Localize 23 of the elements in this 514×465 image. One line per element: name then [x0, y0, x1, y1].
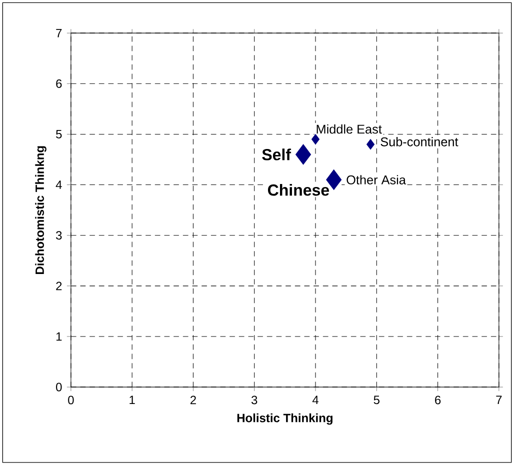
- annotation: Sub-continent: [380, 136, 458, 146]
- x-tick-label: 2: [190, 396, 196, 404]
- y-tick-label: 4: [56, 180, 62, 189]
- x-tick-label: 0: [68, 396, 74, 404]
- x-tick-label: 7: [496, 396, 502, 404]
- annotation: Chinese: [268, 184, 330, 196]
- annotation: Other Asia: [346, 175, 406, 184]
- y-tick-label: 1: [56, 332, 62, 341]
- x-axis-title: Holistic Thinking: [237, 413, 332, 425]
- x-tick-label: 6: [435, 396, 441, 404]
- annotation: Self: [262, 148, 292, 160]
- y-tick-label: 0: [56, 382, 62, 392]
- y-tick-label: 2: [56, 282, 62, 290]
- x-tick-label: 1: [130, 396, 135, 404]
- y-tick-label: 7: [56, 28, 62, 38]
- x-tick-label: 3: [251, 396, 258, 404]
- y-tick-label: 5: [56, 130, 62, 138]
- y-axis-title: Dichotomistic Thinkng: [35, 146, 46, 274]
- y-tick-label: 6: [56, 79, 62, 88]
- x-tick-label: 5: [374, 396, 380, 404]
- y-tick-label: 3: [56, 231, 62, 240]
- annotation: Middle East: [316, 124, 382, 134]
- x-tick-label: 4: [312, 396, 318, 404]
